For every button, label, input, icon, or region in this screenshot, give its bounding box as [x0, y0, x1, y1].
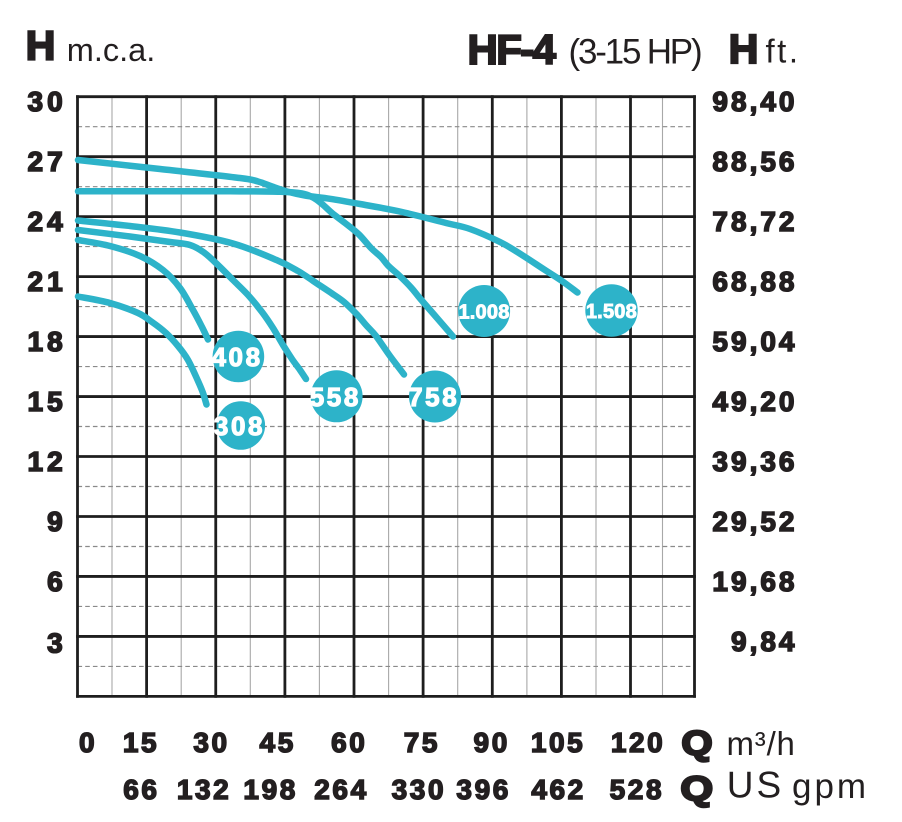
svg-text:66: 66 — [123, 774, 159, 805]
svg-text:18: 18 — [28, 326, 67, 357]
svg-text:60: 60 — [331, 727, 367, 758]
svg-text:Q: Q — [681, 770, 714, 808]
svg-text:15: 15 — [28, 386, 67, 417]
svg-text:30: 30 — [193, 727, 229, 758]
svg-text:75: 75 — [404, 727, 440, 758]
svg-text:30: 30 — [28, 86, 67, 117]
svg-text:9,84: 9,84 — [731, 626, 798, 657]
svg-text:m³/h: m³/h — [727, 725, 796, 762]
svg-text:120: 120 — [611, 727, 666, 758]
svg-text:6: 6 — [47, 566, 67, 597]
svg-text:45: 45 — [260, 727, 296, 758]
svg-text:19,68: 19,68 — [712, 566, 797, 597]
svg-text:HF-4: HF-4 — [468, 26, 557, 73]
svg-text:(3-15 HP): (3-15 HP) — [569, 32, 701, 71]
svg-text:528: 528 — [610, 774, 665, 805]
svg-text:39,36: 39,36 — [712, 446, 797, 477]
svg-text:24: 24 — [28, 206, 67, 237]
svg-text:ft.: ft. — [766, 33, 801, 70]
svg-text:396: 396 — [456, 774, 511, 805]
svg-text:308: 308 — [214, 411, 265, 441]
svg-text:gpm: gpm — [792, 767, 869, 806]
svg-text:558: 558 — [310, 382, 361, 412]
svg-text:68,88: 68,88 — [712, 266, 797, 297]
svg-text:Q: Q — [682, 725, 713, 763]
svg-text:m.c.a.: m.c.a. — [67, 32, 156, 68]
svg-text:78,72: 78,72 — [712, 206, 797, 237]
svg-text:49,20: 49,20 — [712, 386, 797, 417]
svg-text:US: US — [727, 765, 784, 806]
svg-text:1.508: 1.508 — [586, 301, 637, 323]
svg-text:88,56: 88,56 — [712, 146, 797, 177]
svg-text:0: 0 — [79, 727, 97, 758]
svg-text:H: H — [26, 23, 56, 69]
svg-text:105: 105 — [531, 727, 586, 758]
svg-text:132: 132 — [177, 774, 232, 805]
svg-text:98,40: 98,40 — [712, 86, 797, 117]
svg-text:198: 198 — [243, 774, 298, 805]
svg-text:758: 758 — [408, 382, 459, 412]
svg-text:330: 330 — [392, 774, 447, 805]
svg-text:15: 15 — [123, 727, 159, 758]
svg-text:408: 408 — [212, 342, 263, 372]
svg-text:27: 27 — [28, 146, 67, 177]
svg-text:90: 90 — [474, 727, 510, 758]
svg-text:H: H — [729, 26, 759, 72]
svg-text:59,04: 59,04 — [712, 326, 797, 357]
svg-text:29,52: 29,52 — [712, 506, 797, 537]
svg-text:462: 462 — [531, 774, 586, 805]
svg-text:12: 12 — [28, 446, 67, 477]
svg-text:21: 21 — [28, 266, 67, 297]
svg-text:1.008: 1.008 — [458, 302, 509, 324]
svg-text:9: 9 — [47, 506, 67, 537]
svg-text:3: 3 — [47, 628, 67, 659]
svg-text:264: 264 — [314, 774, 369, 805]
